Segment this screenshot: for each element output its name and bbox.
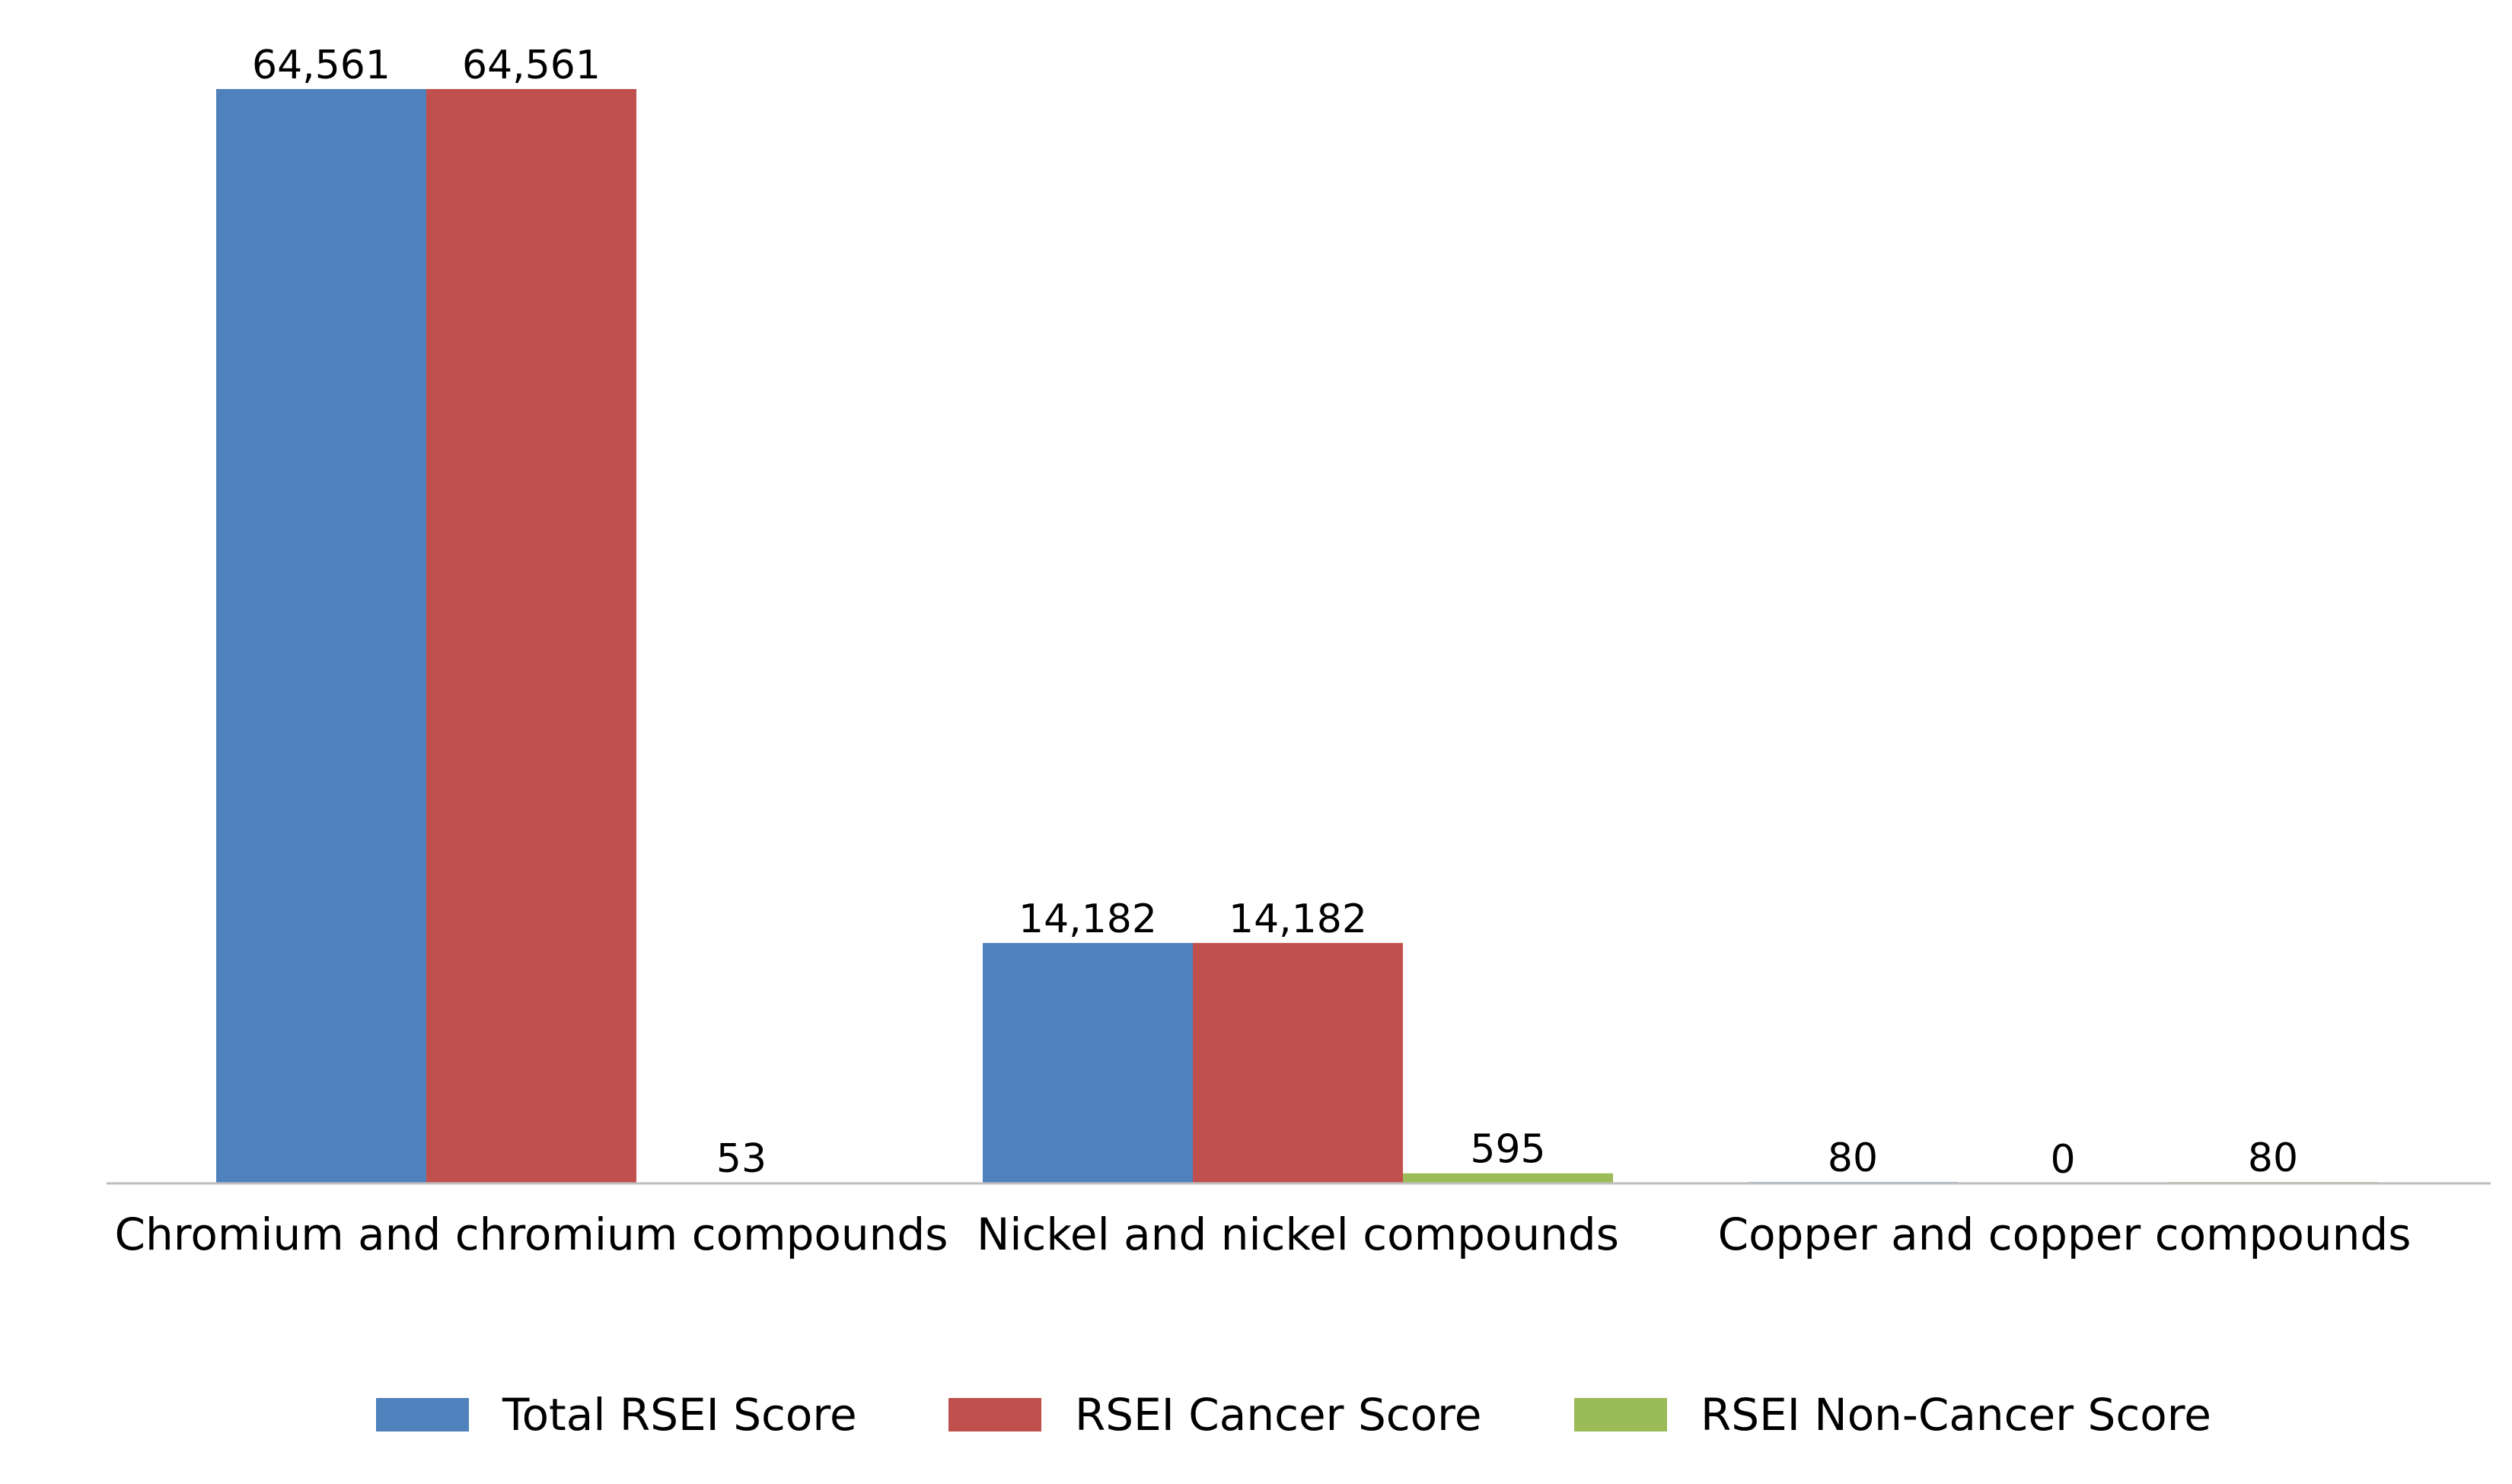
legend-item-rsei-non-cancer-score: RSEI Non-Cancer Score	[1574, 1389, 2211, 1441]
bar-total-rsei-score-1	[216, 89, 426, 1183]
data-label-total-rsei-score-3: 80	[1828, 1135, 1878, 1181]
legend-label-total-rsei-score: Total RSEI Score	[502, 1389, 857, 1441]
bar-rsei-cancer-score-2	[1193, 943, 1403, 1183]
legend-swatch-total-rsei-score	[376, 1398, 469, 1431]
data-label-total-rsei-score-1: 64,561	[252, 43, 391, 88]
data-label-rsei-cancer-score-3: 0	[2050, 1137, 2075, 1183]
data-label-rsei-cancer-score-2: 14,182	[1229, 896, 1367, 942]
legend: Total RSEI Score RSEI Cancer Score RSEI No…	[376, 1389, 2211, 1441]
legend-label-rsei-cancer-score: RSEI Cancer Score	[1075, 1389, 1481, 1441]
category-label-1: Chromium and chromium compounds	[115, 1209, 948, 1260]
legend-item-rsei-cancer-score: RSEI Cancer Score	[948, 1389, 1481, 1441]
legend-item-total-rsei-score: Total RSEI Score	[376, 1389, 857, 1441]
data-label-rsei-non-cancer-score-2: 595	[1470, 1127, 1545, 1173]
data-label-total-rsei-score-2: 14,182	[1019, 896, 1157, 942]
legend-swatch-rsei-cancer-score	[948, 1398, 1041, 1431]
bar-total-rsei-score-2	[983, 943, 1193, 1183]
category-labels-layer: Chromium and chromium compounds Nickel an…	[115, 1209, 2412, 1260]
bars-layer	[216, 89, 2378, 1183]
legend-swatch-rsei-non-cancer-score	[1574, 1398, 1667, 1431]
category-label-3: Copper and copper compounds	[1718, 1209, 2412, 1260]
bar-rsei-cancer-score-1	[426, 89, 636, 1183]
data-labels-layer: 64,561 64,561 53 14,182 14,182 595 80 0 80	[252, 43, 2298, 1183]
data-label-rsei-non-cancer-score-1: 53	[716, 1136, 767, 1182]
category-label-2: Nickel and nickel compounds	[977, 1209, 1619, 1260]
legend-label-rsei-non-cancer-score: RSEI Non-Cancer Score	[1701, 1389, 2211, 1441]
data-label-rsei-cancer-score-1: 64,561	[462, 43, 601, 88]
bar-rsei-non-cancer-score-2	[1403, 1173, 1613, 1183]
data-label-rsei-non-cancer-score-3: 80	[2248, 1135, 2298, 1181]
